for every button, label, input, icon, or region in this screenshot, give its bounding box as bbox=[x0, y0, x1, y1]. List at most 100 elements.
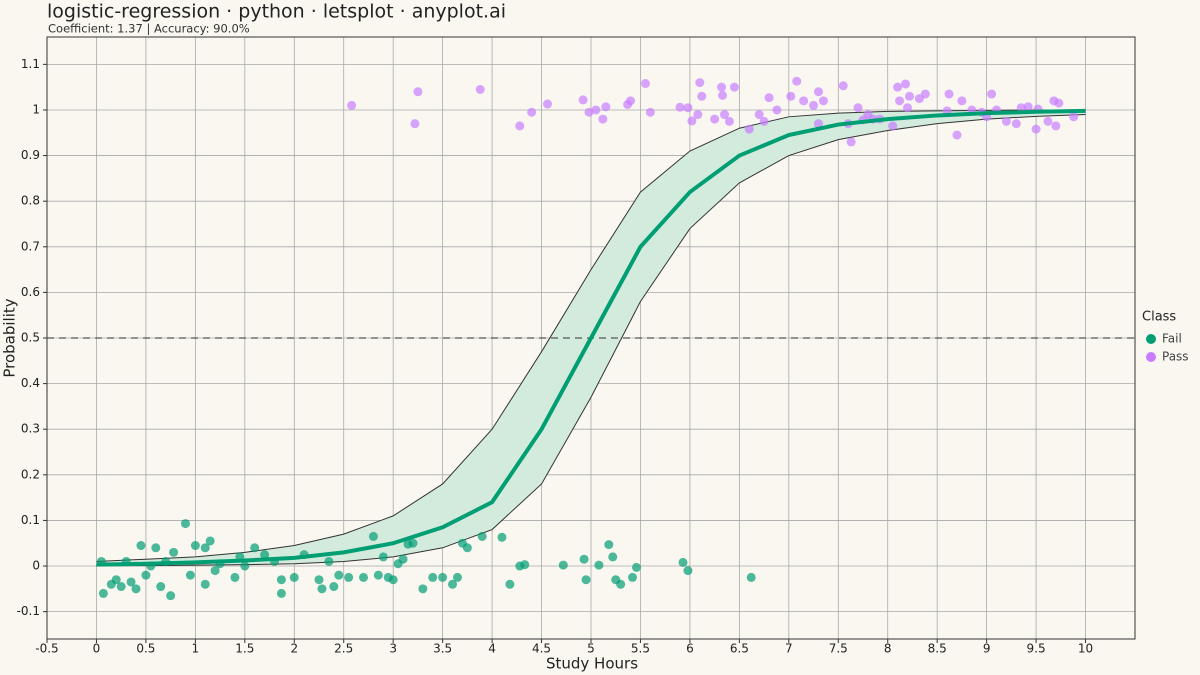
data-point bbox=[957, 96, 967, 106]
x-tick-label: 3.5 bbox=[433, 642, 452, 656]
data-point bbox=[131, 584, 141, 594]
data-point bbox=[678, 557, 688, 567]
x-tick-label: 9 bbox=[983, 642, 991, 656]
data-point bbox=[477, 531, 487, 541]
data-point bbox=[505, 579, 515, 589]
data-point bbox=[520, 560, 530, 570]
x-tick-label: 0 bbox=[93, 642, 101, 656]
x-tick-label: 7.5 bbox=[829, 642, 848, 656]
data-point bbox=[515, 121, 525, 131]
data-point bbox=[718, 90, 728, 100]
data-point bbox=[289, 572, 299, 582]
data-point bbox=[314, 575, 324, 585]
data-point bbox=[1011, 119, 1021, 129]
data-point bbox=[792, 76, 802, 86]
data-point bbox=[1043, 116, 1053, 126]
data-point bbox=[744, 124, 754, 134]
data-point bbox=[373, 570, 383, 580]
data-point bbox=[799, 96, 809, 106]
legend-label: Pass bbox=[1162, 350, 1189, 364]
data-point bbox=[334, 570, 344, 580]
data-point bbox=[786, 91, 796, 101]
data-point bbox=[710, 114, 720, 124]
x-tick-label: 1 bbox=[192, 642, 200, 656]
data-point bbox=[324, 556, 334, 566]
data-point bbox=[952, 130, 962, 140]
y-tick-label: 0.6 bbox=[21, 285, 40, 299]
data-point bbox=[230, 572, 240, 582]
y-tick-label: -0.1 bbox=[17, 604, 40, 618]
data-point bbox=[846, 137, 856, 147]
data-point bbox=[687, 116, 697, 126]
data-point bbox=[838, 81, 848, 91]
data-point bbox=[329, 582, 339, 592]
data-point bbox=[987, 89, 997, 99]
data-point bbox=[754, 110, 764, 120]
data-point bbox=[141, 570, 151, 580]
data-point bbox=[724, 116, 734, 126]
data-point bbox=[190, 541, 200, 551]
data-point bbox=[276, 588, 286, 598]
data-point bbox=[368, 531, 378, 541]
x-tick-label: 2.5 bbox=[334, 642, 353, 656]
data-point bbox=[388, 575, 398, 585]
data-point bbox=[693, 110, 703, 120]
data-point bbox=[895, 96, 905, 106]
data-point bbox=[98, 588, 108, 598]
data-point bbox=[944, 89, 954, 99]
data-point bbox=[497, 532, 507, 542]
data-point bbox=[1023, 102, 1033, 112]
data-point bbox=[344, 572, 354, 582]
data-point bbox=[608, 552, 618, 562]
chart-title: logistic-regression · python · letsplot … bbox=[47, 1, 506, 23]
x-tick-label: 5.5 bbox=[631, 642, 650, 656]
data-point bbox=[347, 100, 357, 110]
data-point bbox=[893, 82, 903, 92]
legend-marker bbox=[1146, 334, 1156, 344]
data-point bbox=[452, 572, 462, 582]
data-point bbox=[695, 78, 705, 88]
data-point bbox=[240, 561, 250, 571]
data-point bbox=[729, 82, 739, 92]
data-point bbox=[717, 82, 727, 92]
data-point bbox=[813, 87, 823, 97]
y-tick-label: 0.5 bbox=[21, 331, 40, 345]
data-point bbox=[616, 579, 626, 589]
data-point bbox=[901, 79, 911, 89]
y-tick-label: 0.1 bbox=[21, 513, 40, 527]
data-point bbox=[604, 540, 614, 550]
data-point bbox=[645, 107, 655, 117]
data-point bbox=[448, 579, 458, 589]
data-point bbox=[904, 91, 914, 101]
y-tick-label: 1 bbox=[32, 102, 40, 116]
data-point bbox=[428, 572, 438, 582]
data-point bbox=[156, 582, 166, 592]
data-point bbox=[180, 519, 190, 529]
y-tick-label: 0.8 bbox=[21, 194, 40, 208]
y-tick-label: 0.9 bbox=[21, 148, 40, 162]
data-point bbox=[720, 110, 730, 120]
data-point bbox=[1069, 112, 1079, 122]
data-point bbox=[1031, 124, 1041, 134]
data-point bbox=[759, 116, 769, 126]
x-tick-label: 9.5 bbox=[1027, 642, 1046, 656]
chart-subtitle: Coefficient: 1.37 | Accuracy: 90.0% bbox=[48, 22, 250, 36]
data-point bbox=[413, 87, 423, 97]
y-tick-label: 0.7 bbox=[21, 239, 40, 253]
data-point bbox=[378, 552, 388, 562]
data-point bbox=[250, 543, 260, 553]
data-point bbox=[813, 119, 823, 129]
data-point bbox=[260, 550, 270, 560]
data-point bbox=[542, 99, 552, 109]
data-point bbox=[675, 102, 685, 112]
data-point bbox=[111, 575, 121, 585]
legend-label: Fail bbox=[1162, 332, 1182, 346]
data-point bbox=[579, 554, 589, 564]
data-point bbox=[276, 575, 286, 585]
legend-marker bbox=[1146, 352, 1156, 362]
x-tick-label: 4 bbox=[488, 642, 496, 656]
data-point bbox=[185, 570, 195, 580]
data-point bbox=[809, 100, 819, 110]
x-tick-label: 1.5 bbox=[235, 642, 254, 656]
data-point bbox=[475, 84, 485, 94]
